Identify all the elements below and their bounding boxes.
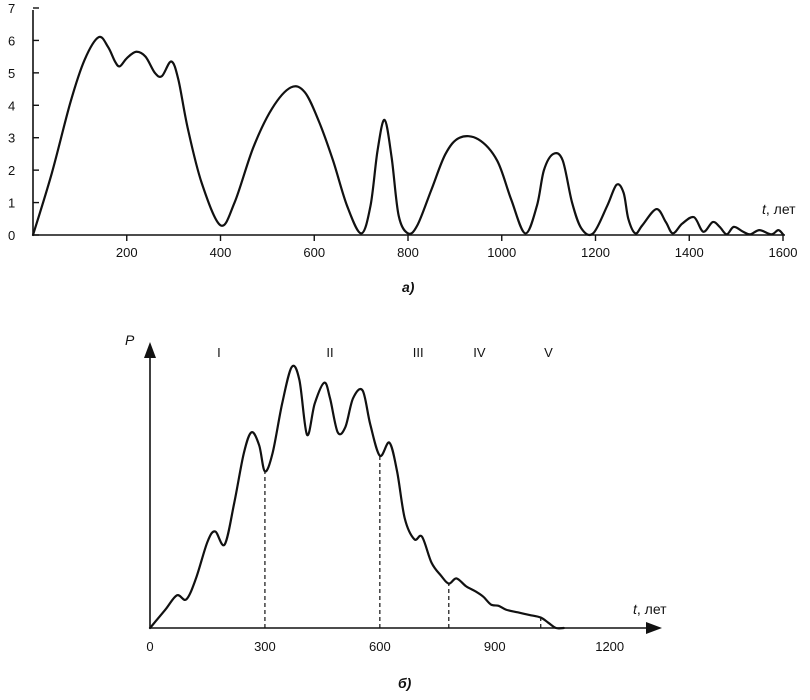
panel-b-x-tick-label: 900 — [484, 639, 506, 654]
panel-a-y-tick-label: 3 — [8, 131, 15, 146]
panel-b-x-tick-label: 1200 — [595, 639, 624, 654]
panel-b-region-label: III — [413, 345, 424, 360]
panel-b-x-tick-label: 300 — [254, 639, 276, 654]
panel-a-y-ticks: 0 1 2 3 4 5 6 7 — [8, 1, 39, 243]
panel-a-x-tick-label: 800 — [397, 245, 419, 260]
panel-b-x-tick-label: 0 — [146, 639, 153, 654]
panel-a-y-tick-label: 7 — [8, 1, 15, 16]
panel-b-region-label: II — [326, 345, 333, 360]
panel-a-x-axis-variable: t — [762, 201, 767, 217]
panel-b-x-axis-variable: t — [633, 601, 638, 617]
panel-b-region-label: V — [544, 345, 553, 360]
panel-a-x-axis-title: t, лет — [762, 201, 796, 217]
panel-b-region-label: I — [217, 345, 221, 360]
panel-a-y-tick-label: 2 — [8, 163, 15, 178]
panel-a-x-tick-label: 1000 — [487, 245, 516, 260]
panel-b-x-axis-arrow — [646, 622, 662, 634]
panel-b-x-axis-unit: , лет — [637, 601, 667, 617]
panel-a-x-tick-label: 1200 — [581, 245, 610, 260]
panel-b-region-labels: I II III IV V — [217, 345, 553, 360]
panel-a-label: а) — [402, 279, 415, 295]
panel-a-x-axis-unit: , лет — [766, 201, 796, 217]
panel-b-region-label: IV — [473, 345, 486, 360]
panel-a-y-tick-label: 0 — [8, 228, 15, 243]
panel-a-y-tick-label: 4 — [8, 98, 15, 113]
panel-a-x-tick-label: 600 — [303, 245, 325, 260]
panel-b-x-ticks: 0 300 600 900 1200 — [146, 639, 624, 654]
chart-panel-b: P 0 300 600 900 1200 I II III IV V t, лет б) — [125, 332, 667, 691]
panel-b-x-axis-title: t, лет — [633, 601, 667, 617]
panel-a-x-tick-label: 1600 — [769, 245, 798, 260]
panel-b-series-line — [148, 364, 565, 630]
panel-a-x-ticks: 200 400 600 800 1000 1200 1400 1600 — [116, 235, 798, 260]
panel-b-region-boundaries — [264, 455, 542, 628]
panel-a-x-tick-label: 1400 — [675, 245, 704, 260]
panel-b-y-axis-arrow — [144, 342, 156, 358]
panel-a-x-tick-label: 200 — [116, 245, 138, 260]
panel-a-x-tick-label: 400 — [210, 245, 232, 260]
panel-a-y-tick-label: 5 — [8, 66, 15, 81]
panel-a-y-tick-label: 1 — [8, 196, 15, 211]
panel-a-series-line — [31, 35, 785, 237]
panel-b-y-axis-title: P — [125, 332, 135, 348]
panel-b-label: б) — [398, 675, 412, 691]
chart-panel-a: 0 1 2 3 4 5 6 7 200 400 600 800 1000 1200 1400 1600 t,… — [8, 1, 797, 295]
panel-a-y-tick-label: 6 — [8, 33, 15, 48]
panel-b-x-tick-label: 600 — [369, 639, 391, 654]
